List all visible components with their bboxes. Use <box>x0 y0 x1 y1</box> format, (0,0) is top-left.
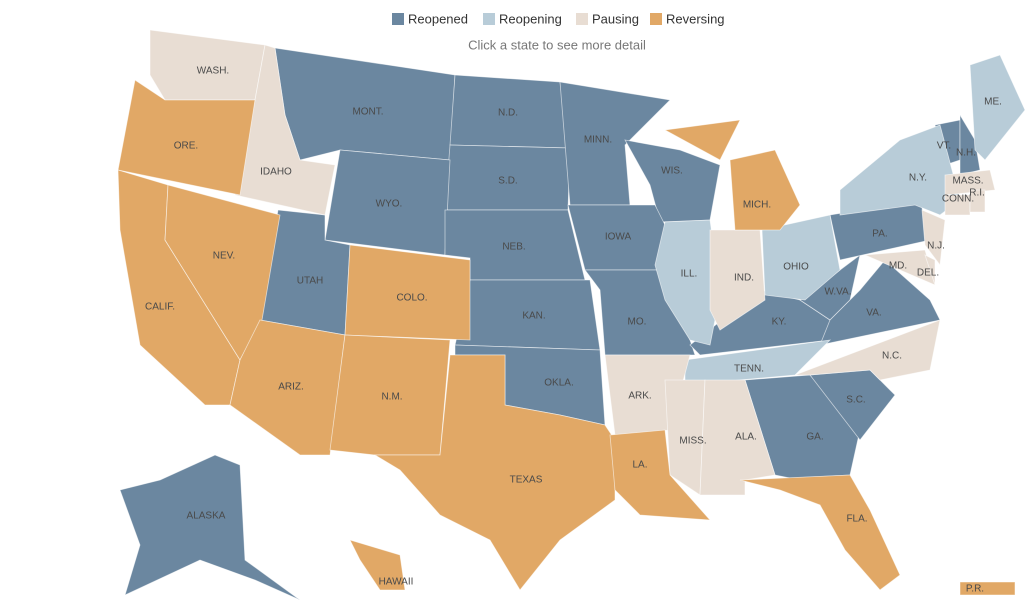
state[interactable] <box>454 279 601 351</box>
legend-swatch <box>576 13 588 25</box>
state[interactable] <box>117 79 256 196</box>
state[interactable] <box>969 54 1026 161</box>
state[interactable] <box>944 169 996 196</box>
state[interactable] <box>449 74 571 149</box>
state[interactable] <box>761 214 841 301</box>
state[interactable] <box>944 194 971 216</box>
legend-label: Pausing <box>592 11 639 26</box>
state[interactable] <box>794 319 941 381</box>
state[interactable] <box>559 81 671 206</box>
state[interactable] <box>839 124 961 216</box>
legend-label: Reopened <box>408 11 468 26</box>
state[interactable] <box>344 244 471 341</box>
state[interactable] <box>609 429 711 521</box>
state[interactable] <box>739 474 901 591</box>
legend-swatch <box>650 13 662 25</box>
instruction: Click a state to see more detail <box>468 37 646 52</box>
state[interactable] <box>274 47 456 161</box>
state[interactable] <box>444 144 571 211</box>
state[interactable] <box>663 119 801 231</box>
state[interactable] <box>921 209 946 267</box>
state[interactable] <box>149 29 266 101</box>
legend-label: Reversing <box>666 11 725 26</box>
state[interactable] <box>959 581 1016 596</box>
state[interactable] <box>329 334 451 456</box>
legend-swatch <box>483 13 495 25</box>
state[interactable] <box>324 149 451 256</box>
state[interactable] <box>119 454 301 601</box>
state[interactable] <box>349 539 406 591</box>
legend-label: Reopening <box>499 11 562 26</box>
state[interactable] <box>959 113 981 176</box>
state[interactable] <box>969 189 986 213</box>
state[interactable] <box>924 254 936 286</box>
state[interactable] <box>373 354 616 591</box>
legend-swatch <box>392 13 404 25</box>
